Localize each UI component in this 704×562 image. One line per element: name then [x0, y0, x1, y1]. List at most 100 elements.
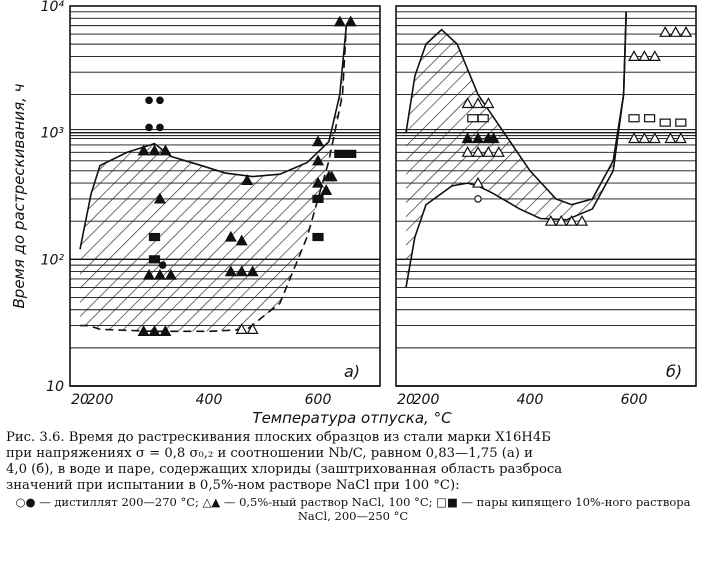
data-point-square [467, 114, 479, 123]
data-point-triangle [148, 325, 161, 336]
data-point-triangle [164, 268, 177, 280]
y-tick-label: 10² [41, 252, 65, 268]
panel-a-label: а) [344, 362, 360, 381]
panel-b-band [405, 11, 627, 288]
data-point-square [148, 232, 161, 242]
x-tick-label: 600 [305, 392, 332, 408]
data-point-triangle [544, 214, 557, 226]
data-point-triangle [659, 26, 672, 37]
data-point-triangle [555, 214, 568, 226]
data-point-triangle [679, 26, 693, 37]
panel-a-band [79, 25, 348, 333]
data-point-triangle [648, 50, 661, 62]
scatter-band [80, 25, 347, 332]
data-point-triangle [224, 265, 237, 277]
data-point-square [628, 114, 640, 123]
data-point-triangle [638, 50, 651, 62]
data-point-triangle [492, 146, 505, 157]
x-tick-label: 400 [517, 392, 544, 408]
data-point-triangle [333, 15, 346, 27]
x-tick-label: 200 [413, 392, 440, 408]
data-point-triangle [461, 97, 474, 109]
data-point-triangle [461, 146, 474, 157]
data-point-triangle [575, 214, 589, 226]
data-point-triangle [482, 97, 495, 109]
data-point-triangle [224, 230, 237, 242]
data-point-triangle [565, 214, 578, 226]
x-axis-label: Температура отпуска, °C [252, 409, 452, 427]
data-point-triangle [153, 192, 166, 204]
data-point-triangle [669, 26, 682, 37]
x-tick-label: 20 [397, 392, 415, 408]
data-point-triangle [320, 184, 333, 196]
data-point-triangle [311, 154, 325, 166]
data-point-triangle [487, 132, 500, 144]
x-tick-label: 20 [71, 392, 89, 408]
data-point-square [312, 232, 324, 242]
x-tick-label: 200 [87, 392, 114, 408]
data-point-circle [145, 96, 153, 105]
data-point-triangle [159, 144, 172, 156]
data-point-triangle [471, 146, 485, 157]
data-point-triangle [241, 174, 254, 185]
data-point-triangle [311, 135, 325, 147]
band-lower-edge [405, 11, 627, 288]
data-point-square [643, 114, 656, 123]
data-point-triangle [638, 132, 651, 144]
data-point-circle [158, 261, 167, 269]
y-axis-label: Время до растрескивания, ч [10, 83, 28, 308]
band-upper-edge [79, 25, 348, 250]
x-tick-label: 400 [196, 392, 223, 408]
data-point-triangle [471, 176, 485, 188]
data-point-triangle [137, 325, 150, 336]
caption-text: Рис. 3.6. Время до растрескивания плоски… [6, 430, 563, 493]
data-point-triangle [325, 170, 338, 182]
data-point-triangle [311, 176, 325, 188]
data-point-triangle [148, 144, 161, 156]
figure-caption: Рис. 3.6. Время до растрескивания плоски… [6, 430, 700, 523]
data-point-triangle [143, 268, 156, 280]
data-point-square [312, 194, 324, 203]
data-point-triangle [471, 97, 485, 109]
data-point-triangle [153, 268, 166, 280]
data-point-triangle [159, 325, 172, 336]
panel-a-points [137, 15, 357, 336]
data-point-square [477, 114, 489, 123]
data-point-triangle [344, 15, 357, 27]
x-tick-label: 600 [621, 392, 648, 408]
band-upper-edge [405, 11, 627, 206]
data-point-square [334, 149, 346, 158]
data-point-square [659, 118, 671, 127]
band-lower-edge [80, 25, 348, 333]
data-point-triangle [235, 265, 248, 277]
data-point-triangle [137, 144, 150, 156]
data-point-circle [156, 123, 164, 132]
data-point-circle [474, 195, 482, 203]
data-point-triangle [664, 132, 677, 144]
data-point-triangle [246, 265, 259, 277]
y-tick-label: 10⁴ [41, 0, 65, 15]
data-point-triangle [482, 146, 495, 157]
data-point-triangle [627, 50, 641, 62]
scatter-band [406, 11, 627, 288]
data-point-triangle [461, 132, 474, 144]
y-tick-label: 10 [46, 379, 64, 395]
data-point-circle [156, 96, 164, 105]
data-point-triangle [246, 323, 259, 334]
y-tick-label: 10³ [41, 126, 65, 142]
data-point-square [345, 149, 357, 158]
data-point-triangle [648, 132, 661, 144]
data-point-triangle [235, 323, 248, 334]
data-point-triangle [627, 132, 641, 144]
data-point-triangle [235, 234, 248, 246]
caption-legend: ○● — дистиллят 200—270 °C; △▲ — 0,5%-ный… [15, 495, 691, 523]
data-point-square [148, 255, 161, 264]
data-point-triangle [674, 132, 687, 144]
y-tick-labels: 10 10² 10³ 10⁴ [41, 0, 65, 395]
data-point-triangle [471, 132, 485, 144]
data-point-square [675, 118, 687, 127]
panel-b-label: б) [666, 362, 682, 381]
data-point-circle [145, 123, 153, 132]
